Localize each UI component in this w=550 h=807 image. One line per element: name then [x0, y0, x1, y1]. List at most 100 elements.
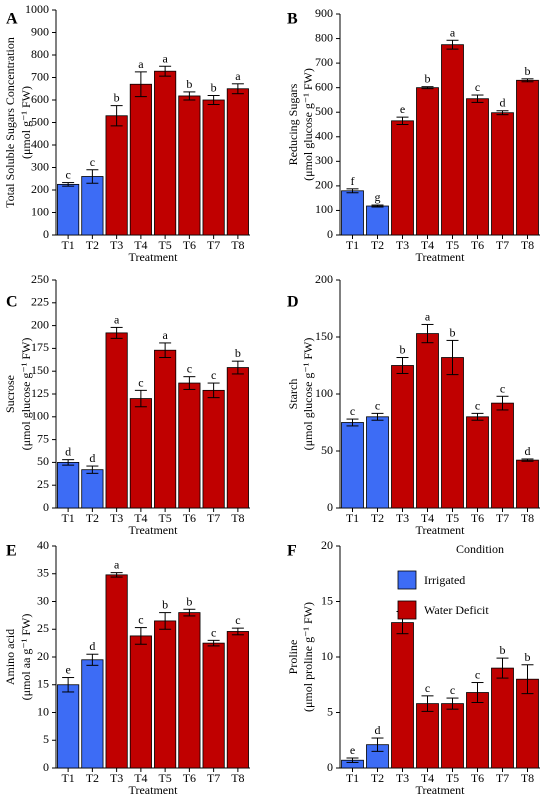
bar-e-t2 [81, 659, 104, 769]
x-tick-label-d-1: T2 [371, 511, 384, 525]
panel-label-f: F [287, 543, 297, 560]
y-tick-label-e-7: 35 [37, 566, 49, 580]
x-tick-label-d-4: T5 [446, 511, 459, 525]
y-tick-label-a-9: 900 [31, 24, 49, 38]
x-tick-label-d-0: T1 [346, 511, 359, 525]
x-axis-label-e: Treatment [129, 783, 179, 797]
bar-b-t5 [441, 44, 464, 236]
bar-b-t3 [391, 120, 414, 236]
bar-a-t2 [81, 176, 104, 236]
x-tick-label-a-0: T1 [61, 238, 74, 252]
significance-letter-b-5: c [475, 80, 480, 94]
bar-e-t3 [105, 574, 128, 769]
bar-b-t4 [416, 87, 439, 236]
y-tick-label-b-5: 500 [315, 104, 333, 118]
x-tick-label-b-7: T8 [521, 238, 534, 252]
y-axis-label-c-2: (μmol glucose g⁻¹ FW) [19, 338, 33, 451]
y-tick-label-a-5: 500 [31, 114, 49, 128]
significance-letter-e-4: b [162, 598, 168, 612]
bar-a-t6 [178, 95, 201, 236]
significance-letter-f-6: b [500, 643, 506, 657]
bar-c-t7 [202, 389, 225, 509]
significance-letter-d-3: a [425, 309, 431, 323]
legend-swatch-1 [397, 570, 417, 590]
y-tick-label-a-10: 1000 [25, 2, 49, 16]
y-tick-label-a-6: 600 [31, 92, 49, 106]
y-axis-label-d-2: (μmol glucose g⁻¹ FW) [301, 338, 315, 451]
bar-e-t6 [178, 612, 201, 769]
significance-letter-f-5: c [475, 668, 480, 682]
x-tick-label-f-0: T1 [346, 771, 359, 785]
y-tick-label-e-4: 20 [37, 649, 49, 663]
y-tick-label-b-0: 0 [327, 227, 333, 241]
y-tick-label-d-3: 150 [315, 329, 333, 343]
x-tick-label-e-2: T3 [110, 771, 123, 785]
x-tick-label-c-6: T7 [207, 511, 220, 525]
significance-letter-c-5: c [187, 362, 192, 376]
y-tick-label-e-6: 30 [37, 593, 49, 607]
bar-d-t7 [491, 402, 514, 509]
bar-f-t4 [416, 703, 439, 769]
bar-b-t2 [366, 205, 389, 236]
y-axis-label-b-2: (μmol glucose g⁻¹ FW) [301, 68, 315, 181]
y-tick-label-b-3: 300 [315, 153, 333, 167]
x-tick-label-a-1: T2 [86, 238, 99, 252]
legend-title: Condition [456, 542, 504, 556]
x-tick-label-f-5: T6 [471, 771, 484, 785]
panel-label-a: A [6, 11, 18, 28]
x-tick-label-a-6: T7 [207, 238, 220, 252]
significance-letter-b-3: b [425, 72, 431, 86]
y-tick-label-b-7: 700 [315, 55, 333, 69]
bar-d-t1 [341, 422, 364, 509]
x-tick-label-d-6: T7 [496, 511, 509, 525]
y-axis-label-a-1: Total Soluble Sugars Concentration [3, 37, 17, 208]
y-tick-label-e-0: 0 [43, 760, 49, 774]
significance-letter-d-5: c [475, 398, 480, 412]
significance-letter-c-2: a [114, 312, 120, 326]
y-tick-label-a-3: 300 [31, 159, 49, 173]
bar-c-t8 [226, 367, 249, 509]
bar-a-t8 [226, 88, 249, 236]
significance-letter-b-4: a [450, 25, 456, 39]
y-tick-label-a-8: 800 [31, 47, 49, 61]
significance-letter-c-4: a [162, 328, 168, 342]
y-axis-label-d-1: Starch [286, 379, 300, 410]
significance-letter-c-1: d [89, 451, 95, 465]
y-axis-label-f-2: (μmol proline g⁻¹ FW) [301, 602, 315, 712]
y-tick-label-d-4: 200 [315, 272, 333, 286]
x-tick-label-b-4: T5 [446, 238, 459, 252]
significance-letter-f-3: c [425, 681, 430, 695]
significance-letter-e-7: c [235, 613, 240, 627]
significance-letter-a-0: c [65, 168, 70, 182]
y-tick-label-a-4: 400 [31, 137, 49, 151]
significance-letter-f-4: c [450, 683, 455, 697]
significance-letter-d-1: c [375, 398, 380, 412]
y-tick-label-e-1: 5 [43, 732, 49, 746]
significance-letter-f-7: b [525, 650, 531, 664]
bar-f-t6 [466, 692, 489, 769]
x-tick-label-c-7: T8 [231, 511, 244, 525]
significance-letter-d-4: b [450, 325, 456, 339]
x-axis-label-c: Treatment [129, 523, 179, 537]
significance-letter-d-0: c [350, 404, 355, 418]
y-tick-label-c-0: 0 [43, 500, 49, 514]
bar-a-t3 [105, 115, 128, 236]
panel-label-d: D [287, 294, 299, 311]
y-tick-label-b-2: 200 [315, 178, 333, 192]
x-tick-label-c-5: T6 [183, 511, 196, 525]
significance-letter-a-3: a [138, 57, 144, 71]
y-tick-label-f-4: 20 [321, 538, 333, 552]
significance-letter-c-0: d [65, 445, 71, 459]
y-axis-label-a-2: (μmol g⁻¹ FW) [19, 86, 33, 159]
bar-f-t5 [441, 703, 464, 769]
x-tick-label-a-5: T6 [183, 238, 196, 252]
y-tick-label-b-9: 900 [315, 6, 333, 20]
significance-letter-c-3: c [138, 375, 143, 389]
y-axis-label-e-2: (μmol aa g⁻¹ FW) [19, 614, 33, 701]
panel-label-c: C [6, 294, 18, 311]
x-axis-label-b: Treatment [416, 250, 466, 264]
significance-letter-b-0: f [351, 174, 355, 188]
x-tick-label-e-6: T7 [207, 771, 220, 785]
y-tick-label-e-8: 40 [37, 538, 49, 552]
